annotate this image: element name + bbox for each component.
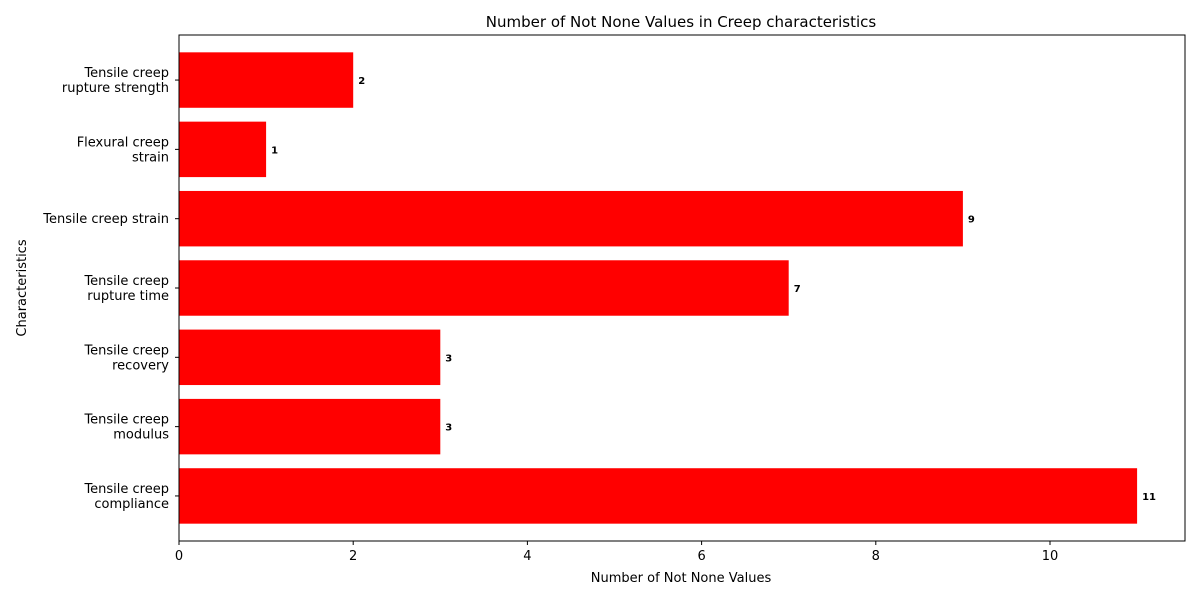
bar bbox=[179, 329, 441, 386]
x-tick-label: 2 bbox=[349, 549, 357, 564]
y-axis: Tensile creep compliance Tensile creep modu… bbox=[42, 66, 179, 512]
bar bbox=[179, 52, 354, 108]
bar bbox=[179, 190, 963, 247]
x-tick-label: 10 bbox=[1042, 549, 1059, 564]
data-label: 1 bbox=[271, 145, 278, 156]
x-tick-label: 6 bbox=[697, 549, 705, 564]
y-tick-label: Tensile creep compliance bbox=[83, 482, 169, 512]
data-label: 3 bbox=[445, 423, 452, 434]
y-tick-label: Tensile creep rupture time bbox=[83, 274, 169, 304]
y-tick-label: Tensile creep strain bbox=[42, 212, 169, 227]
data-label: 11 bbox=[1142, 492, 1156, 503]
x-axis-title: Number of Not None Values bbox=[591, 571, 772, 586]
x-tick-label: 8 bbox=[872, 549, 880, 564]
bar bbox=[179, 468, 1138, 524]
y-axis-title: Characteristics bbox=[15, 239, 30, 336]
y-tick-label: Tensile creep recovery bbox=[83, 343, 169, 373]
data-label: 3 bbox=[445, 353, 452, 364]
chart-title: Number of Not None Values in Creep chara… bbox=[486, 13, 877, 31]
y-tick-label: Tensile creep rupture strength bbox=[62, 66, 169, 96]
x-tick-label: 4 bbox=[523, 549, 531, 564]
data-label: 7 bbox=[794, 284, 801, 295]
y-tick-label: Flexural creep strain bbox=[77, 135, 169, 165]
x-tick-label: 0 bbox=[175, 549, 183, 564]
bar bbox=[179, 398, 441, 455]
data-label: 9 bbox=[968, 215, 975, 226]
bar bbox=[179, 121, 267, 178]
x-axis: 0 2 4 6 8 10 bbox=[175, 541, 1058, 564]
plot-area: 11 3 3 7 9 1 2 bbox=[179, 52, 1156, 524]
y-tick-label: Tensile creep modulus bbox=[83, 413, 169, 443]
bar bbox=[179, 260, 789, 316]
data-label: 2 bbox=[358, 76, 365, 87]
